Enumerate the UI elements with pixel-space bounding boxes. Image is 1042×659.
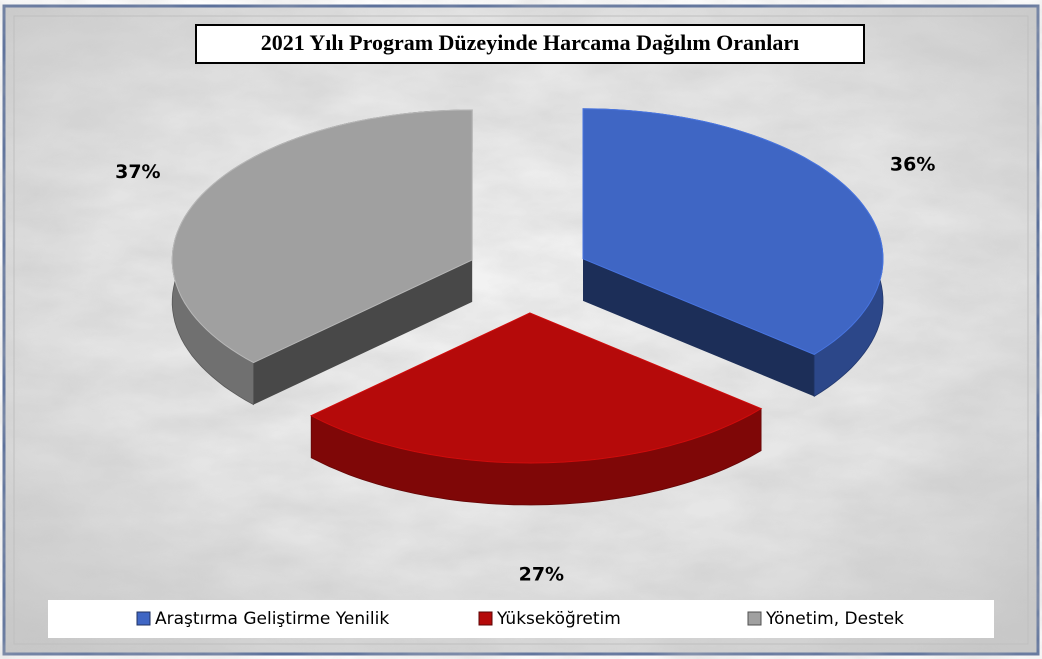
legend-swatch <box>136 611 151 626</box>
legend-label: Yükseköğretim <box>496 609 621 629</box>
slice <box>171 109 473 406</box>
legend: Araştırma Geliştirme Yenilik Yükseköğreti… <box>136 609 904 629</box>
legend-box <box>48 600 994 638</box>
slice-top <box>171 109 473 364</box>
data-label: 36% <box>890 154 935 176</box>
data-label: 27% <box>519 564 564 586</box>
slice-top <box>310 312 763 464</box>
inner-border <box>13 15 1029 645</box>
slice <box>310 312 763 506</box>
slice-top <box>582 108 884 355</box>
legend-swatch <box>747 611 762 626</box>
slice-side <box>253 259 473 405</box>
legend-swatch <box>478 611 493 626</box>
title-box <box>195 24 865 64</box>
legend-label: Araştırma Geliştirme Yenilik <box>155 609 389 629</box>
chart-title: 2021 Yılı Program Düzeyinde Harcama Dağı… <box>261 30 800 55</box>
data-label: 37% <box>115 161 160 183</box>
pie: 36% 27% 37% <box>115 108 935 586</box>
slice-side <box>583 258 815 397</box>
slice <box>582 108 884 398</box>
legend-label: Yönetim, Destek <box>765 609 904 629</box>
